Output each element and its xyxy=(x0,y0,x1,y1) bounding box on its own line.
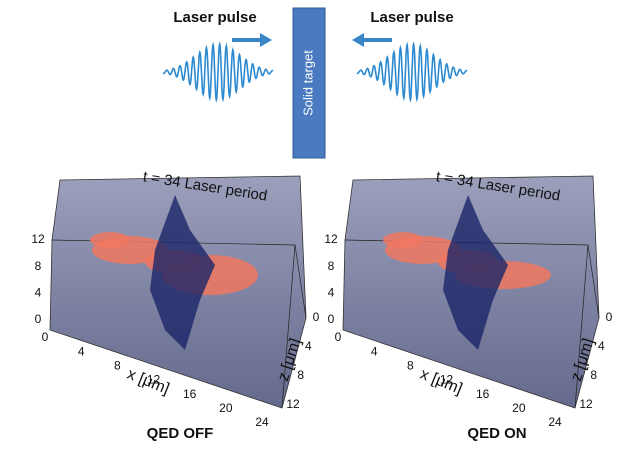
caption: QED OFF xyxy=(147,425,214,442)
x-tick-label: 0 xyxy=(42,330,49,344)
wave-packet xyxy=(356,41,468,103)
x-tick-label: 12 xyxy=(440,373,454,387)
vertical-tick-label: 12 xyxy=(324,232,338,246)
vertical-tick-label: 12 xyxy=(31,232,45,246)
z-tick-label: 0 xyxy=(313,310,320,324)
box-edge xyxy=(574,244,589,409)
z-tick-label: 4 xyxy=(305,339,312,353)
x-tick-label: 8 xyxy=(407,359,414,373)
vertical-tick-label: 8 xyxy=(35,259,42,273)
z-tick-label: 8 xyxy=(590,368,597,382)
arrow-head xyxy=(260,33,272,47)
x-tick-label: 16 xyxy=(476,387,490,401)
vertical-tick-label: 4 xyxy=(328,286,335,300)
box-edge xyxy=(281,244,296,409)
z-tick-label: 4 xyxy=(598,339,605,353)
z-tick-label: 0 xyxy=(606,310,613,324)
x-tick-label: 0 xyxy=(335,330,342,344)
laser-label: Laser pulse xyxy=(370,9,453,26)
vertical-tick-label: 0 xyxy=(35,312,42,326)
x-tick-label: 24 xyxy=(255,415,269,429)
density-blob xyxy=(383,232,423,248)
vertical-tick-label: 0 xyxy=(328,312,335,326)
z-tick-label: 12 xyxy=(286,397,300,411)
caption: QED ON xyxy=(467,425,526,442)
z-tick-label: 12 xyxy=(579,397,593,411)
x-tick-label: 12 xyxy=(147,373,161,387)
field-structure xyxy=(150,195,215,350)
laser-label: Laser pulse xyxy=(173,9,256,26)
target-label: Solid target xyxy=(300,50,315,116)
solid-target xyxy=(292,7,326,159)
z-tick-label: 8 xyxy=(297,368,304,382)
wave-packet xyxy=(162,41,274,103)
x-tick-label: 20 xyxy=(512,401,526,415)
arrow-head xyxy=(352,33,364,47)
density-blob xyxy=(90,232,130,248)
field-structure xyxy=(443,195,508,350)
x-tick-label: 24 xyxy=(548,415,562,429)
x-tick-label: 4 xyxy=(78,344,85,358)
x-tick-label: 4 xyxy=(371,344,378,358)
vertical-tick-label: 4 xyxy=(35,286,42,300)
x-tick-label: 20 xyxy=(219,401,233,415)
vertical-tick-label: 8 xyxy=(328,259,335,273)
x-tick-label: 16 xyxy=(183,387,197,401)
x-tick-label: 8 xyxy=(114,359,121,373)
